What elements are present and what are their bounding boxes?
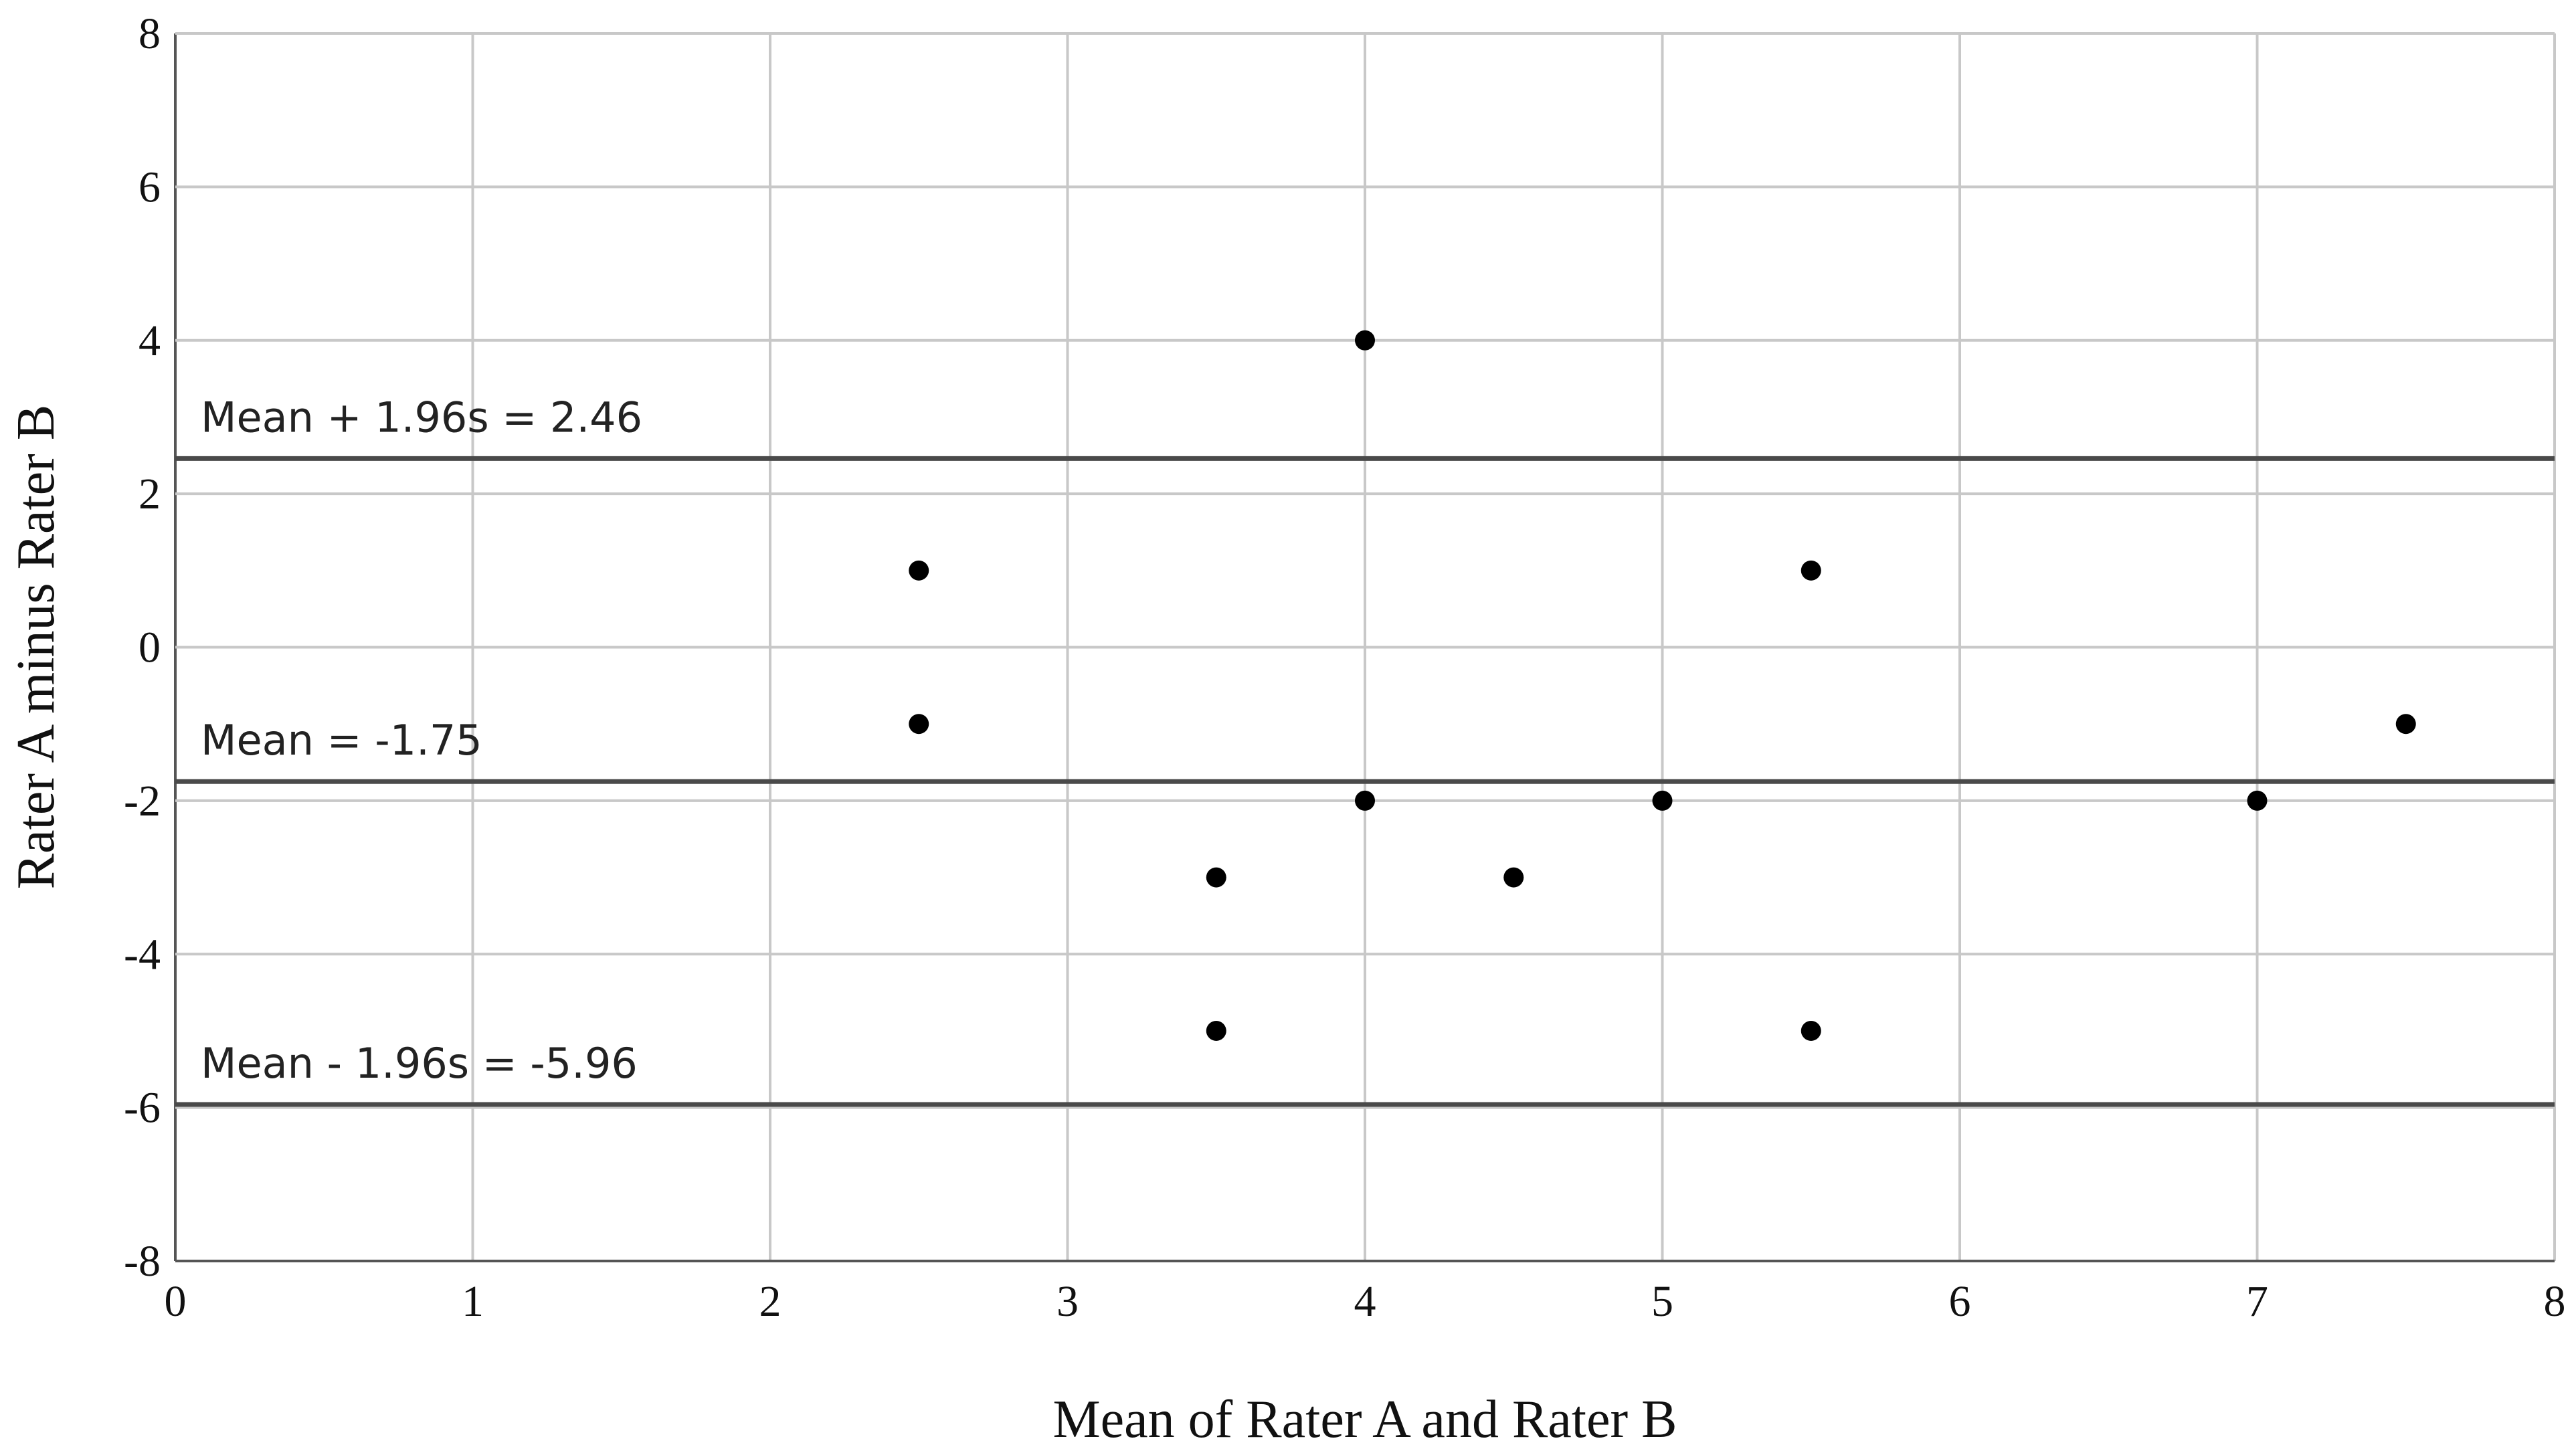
x-tick-label: 4 — [1354, 1277, 1376, 1326]
data-point — [909, 714, 929, 735]
y-tick-label: -8 — [124, 1237, 161, 1286]
x-tick-label: 2 — [759, 1277, 781, 1326]
reference-lines: Mean + 1.96s = 2.46 Mean = -1.75 Mean - 1.… — [175, 393, 2555, 1107]
data-point — [1355, 330, 1375, 351]
data-point — [1801, 1020, 1821, 1041]
x-tick-label: 5 — [1651, 1277, 1673, 1326]
data-point — [2395, 714, 2416, 735]
x-axis-title: Mean of Rater A and Rater B — [1052, 1390, 1677, 1449]
x-tick-label: 1 — [462, 1277, 484, 1326]
y-tick-label: 2 — [139, 470, 161, 518]
reference-line-label: Mean = -1.75 — [201, 716, 482, 765]
y-axis-title: Rater A minus Rater B — [7, 405, 66, 889]
reference-line-label: Mean + 1.96s = 2.46 — [201, 393, 642, 442]
data-point — [1355, 790, 1375, 811]
y-tick-label: 0 — [139, 623, 161, 672]
y-tick-label: -6 — [124, 1084, 161, 1133]
data-point — [1206, 867, 1226, 888]
data-point — [1801, 560, 1821, 581]
y-tick-label: 8 — [139, 9, 161, 58]
y-tick-label: -4 — [124, 930, 161, 979]
data-point — [2247, 790, 2268, 811]
y-tick-label: 6 — [139, 163, 161, 211]
x-tick-label: 8 — [2544, 1277, 2566, 1326]
reference-line-label: Mean - 1.96s = -5.96 — [201, 1039, 638, 1088]
tick-labels: 0 1 2 3 4 5 6 7 8 8 6 4 2 0 -2 -4 -6 -8 — [124, 9, 2565, 1326]
data-point — [1503, 867, 1524, 888]
x-tick-label: 7 — [2246, 1277, 2268, 1326]
grid-layer — [174, 32, 2556, 1262]
y-tick-label: 4 — [139, 316, 161, 365]
data-points — [909, 330, 2416, 1041]
x-tick-label: 0 — [165, 1277, 187, 1326]
y-tick-label: -2 — [124, 777, 161, 826]
x-tick-label: 3 — [1056, 1277, 1079, 1326]
x-tick-label: 6 — [1949, 1277, 1971, 1326]
data-point — [1206, 1020, 1226, 1041]
data-point — [909, 560, 929, 581]
data-point — [1652, 790, 1673, 811]
